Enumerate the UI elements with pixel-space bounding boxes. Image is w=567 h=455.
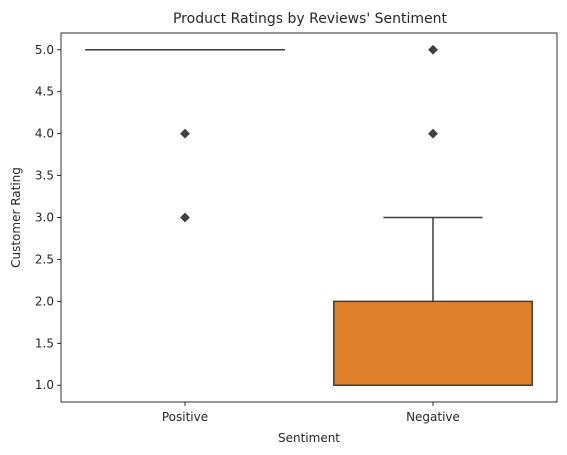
box-negative bbox=[333, 44, 533, 386]
y-tick-label: 4.5 bbox=[35, 85, 54, 99]
x-axis: Positive Negative bbox=[162, 402, 460, 424]
iqr-box bbox=[333, 300, 533, 386]
y-tick-label: 2.5 bbox=[35, 252, 54, 266]
x-tick-label-negative: Negative bbox=[406, 410, 460, 424]
y-tick-label: 2.0 bbox=[35, 294, 54, 308]
outlier-point bbox=[180, 128, 190, 139]
y-tick-label: 1.5 bbox=[35, 336, 54, 350]
outlier-point bbox=[428, 128, 438, 139]
plot-area bbox=[85, 44, 533, 386]
chart-title: Product Ratings by Reviews' Sentiment bbox=[173, 11, 448, 27]
outlier-point bbox=[180, 212, 190, 223]
y-axis-label: Customer Rating bbox=[9, 167, 23, 268]
y-tick-label: 3.0 bbox=[35, 211, 54, 225]
y-tick-label: 4.0 bbox=[35, 127, 54, 141]
y-axis: 1.0 1.5 2.0 2.5 3.0 3.5 4.0 4.5 5.0 bbox=[35, 43, 61, 392]
plot-frame bbox=[60, 32, 558, 403]
x-tick-label-positive: Positive bbox=[162, 410, 208, 424]
y-tick-label: 3.5 bbox=[35, 169, 54, 183]
y-tick-label: 1.0 bbox=[35, 378, 54, 392]
outlier-point bbox=[428, 44, 438, 55]
y-tick-label: 5.0 bbox=[35, 43, 54, 57]
x-axis-label: Sentiment bbox=[278, 431, 340, 445]
box-positive bbox=[85, 49, 285, 223]
